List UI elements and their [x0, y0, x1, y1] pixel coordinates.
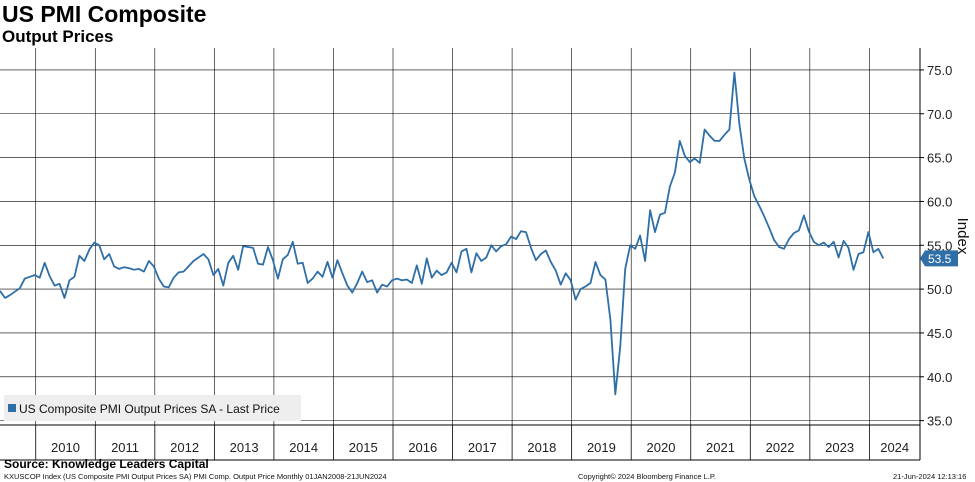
- legend-background: [4, 395, 301, 421]
- source-note: Source: Knowledge Leaders Capital: [4, 457, 209, 471]
- x-tick-label: 2013: [230, 440, 259, 455]
- footer-copyright: Copyright© 2024 Bloomberg Finance L.P.: [578, 472, 716, 481]
- series-layer: [0, 71, 885, 396]
- x-tick-label: 2023: [825, 440, 854, 455]
- legend-label: US Composite PMI Output Prices SA - Last…: [19, 402, 280, 416]
- y-tick-label: 65.0: [927, 151, 952, 166]
- x-tick-label: 2012: [170, 440, 199, 455]
- grid-layer: [0, 48, 920, 425]
- x-tick-label: 2010: [51, 440, 80, 455]
- legend: US Composite PMI Output Prices SA - Last…: [4, 395, 301, 421]
- y-tick-label: 55.0: [927, 238, 952, 253]
- axis-layer: 35.0 40.0 45.0 50.0 55.0 60.0 65.0 70.0 75.0 2010…: [0, 48, 958, 461]
- y-tick-label: 40.0: [927, 370, 952, 385]
- x-tick-label: 2017: [468, 440, 497, 455]
- x-tick-label: 2014: [289, 440, 318, 455]
- x-tick-label: 2016: [408, 440, 437, 455]
- footer-index-info: KXUSCOP Index (US Composite PMI Output P…: [4, 472, 387, 481]
- y-tick-label: 35.0: [927, 414, 952, 429]
- chart-subtitle: Output Prices: [2, 27, 114, 46]
- chart-title: US PMI Composite: [2, 1, 207, 27]
- footer-timestamp: 21-Jun-2024 12:13:16: [893, 472, 967, 481]
- series-line: [0, 71, 885, 396]
- last-value-label: 53.5: [928, 252, 952, 266]
- x-tick-label: 2019: [587, 440, 616, 455]
- y-tick-label: 50.0: [927, 282, 952, 297]
- legend-swatch: [8, 404, 16, 412]
- x-tick-label: 2022: [766, 440, 795, 455]
- y-axis-label-group: Index: [954, 218, 971, 255]
- x-tick-label: 2018: [527, 440, 556, 455]
- y-tick-label: 70.0: [927, 107, 952, 122]
- x-tick-label: 2015: [349, 440, 378, 455]
- y-tick-label: 60.0: [927, 194, 952, 209]
- x-tick-label: 2011: [111, 440, 139, 455]
- y-axis-label: Index: [954, 218, 971, 255]
- y-tick-label: 45.0: [927, 326, 952, 341]
- last-value-badge: [920, 250, 958, 267]
- x-tick-label: 2024: [880, 440, 909, 455]
- x-tick-label: 2020: [647, 440, 676, 455]
- y-tick-label: 75.0: [927, 63, 952, 78]
- x-tick-label: 2021: [706, 440, 735, 455]
